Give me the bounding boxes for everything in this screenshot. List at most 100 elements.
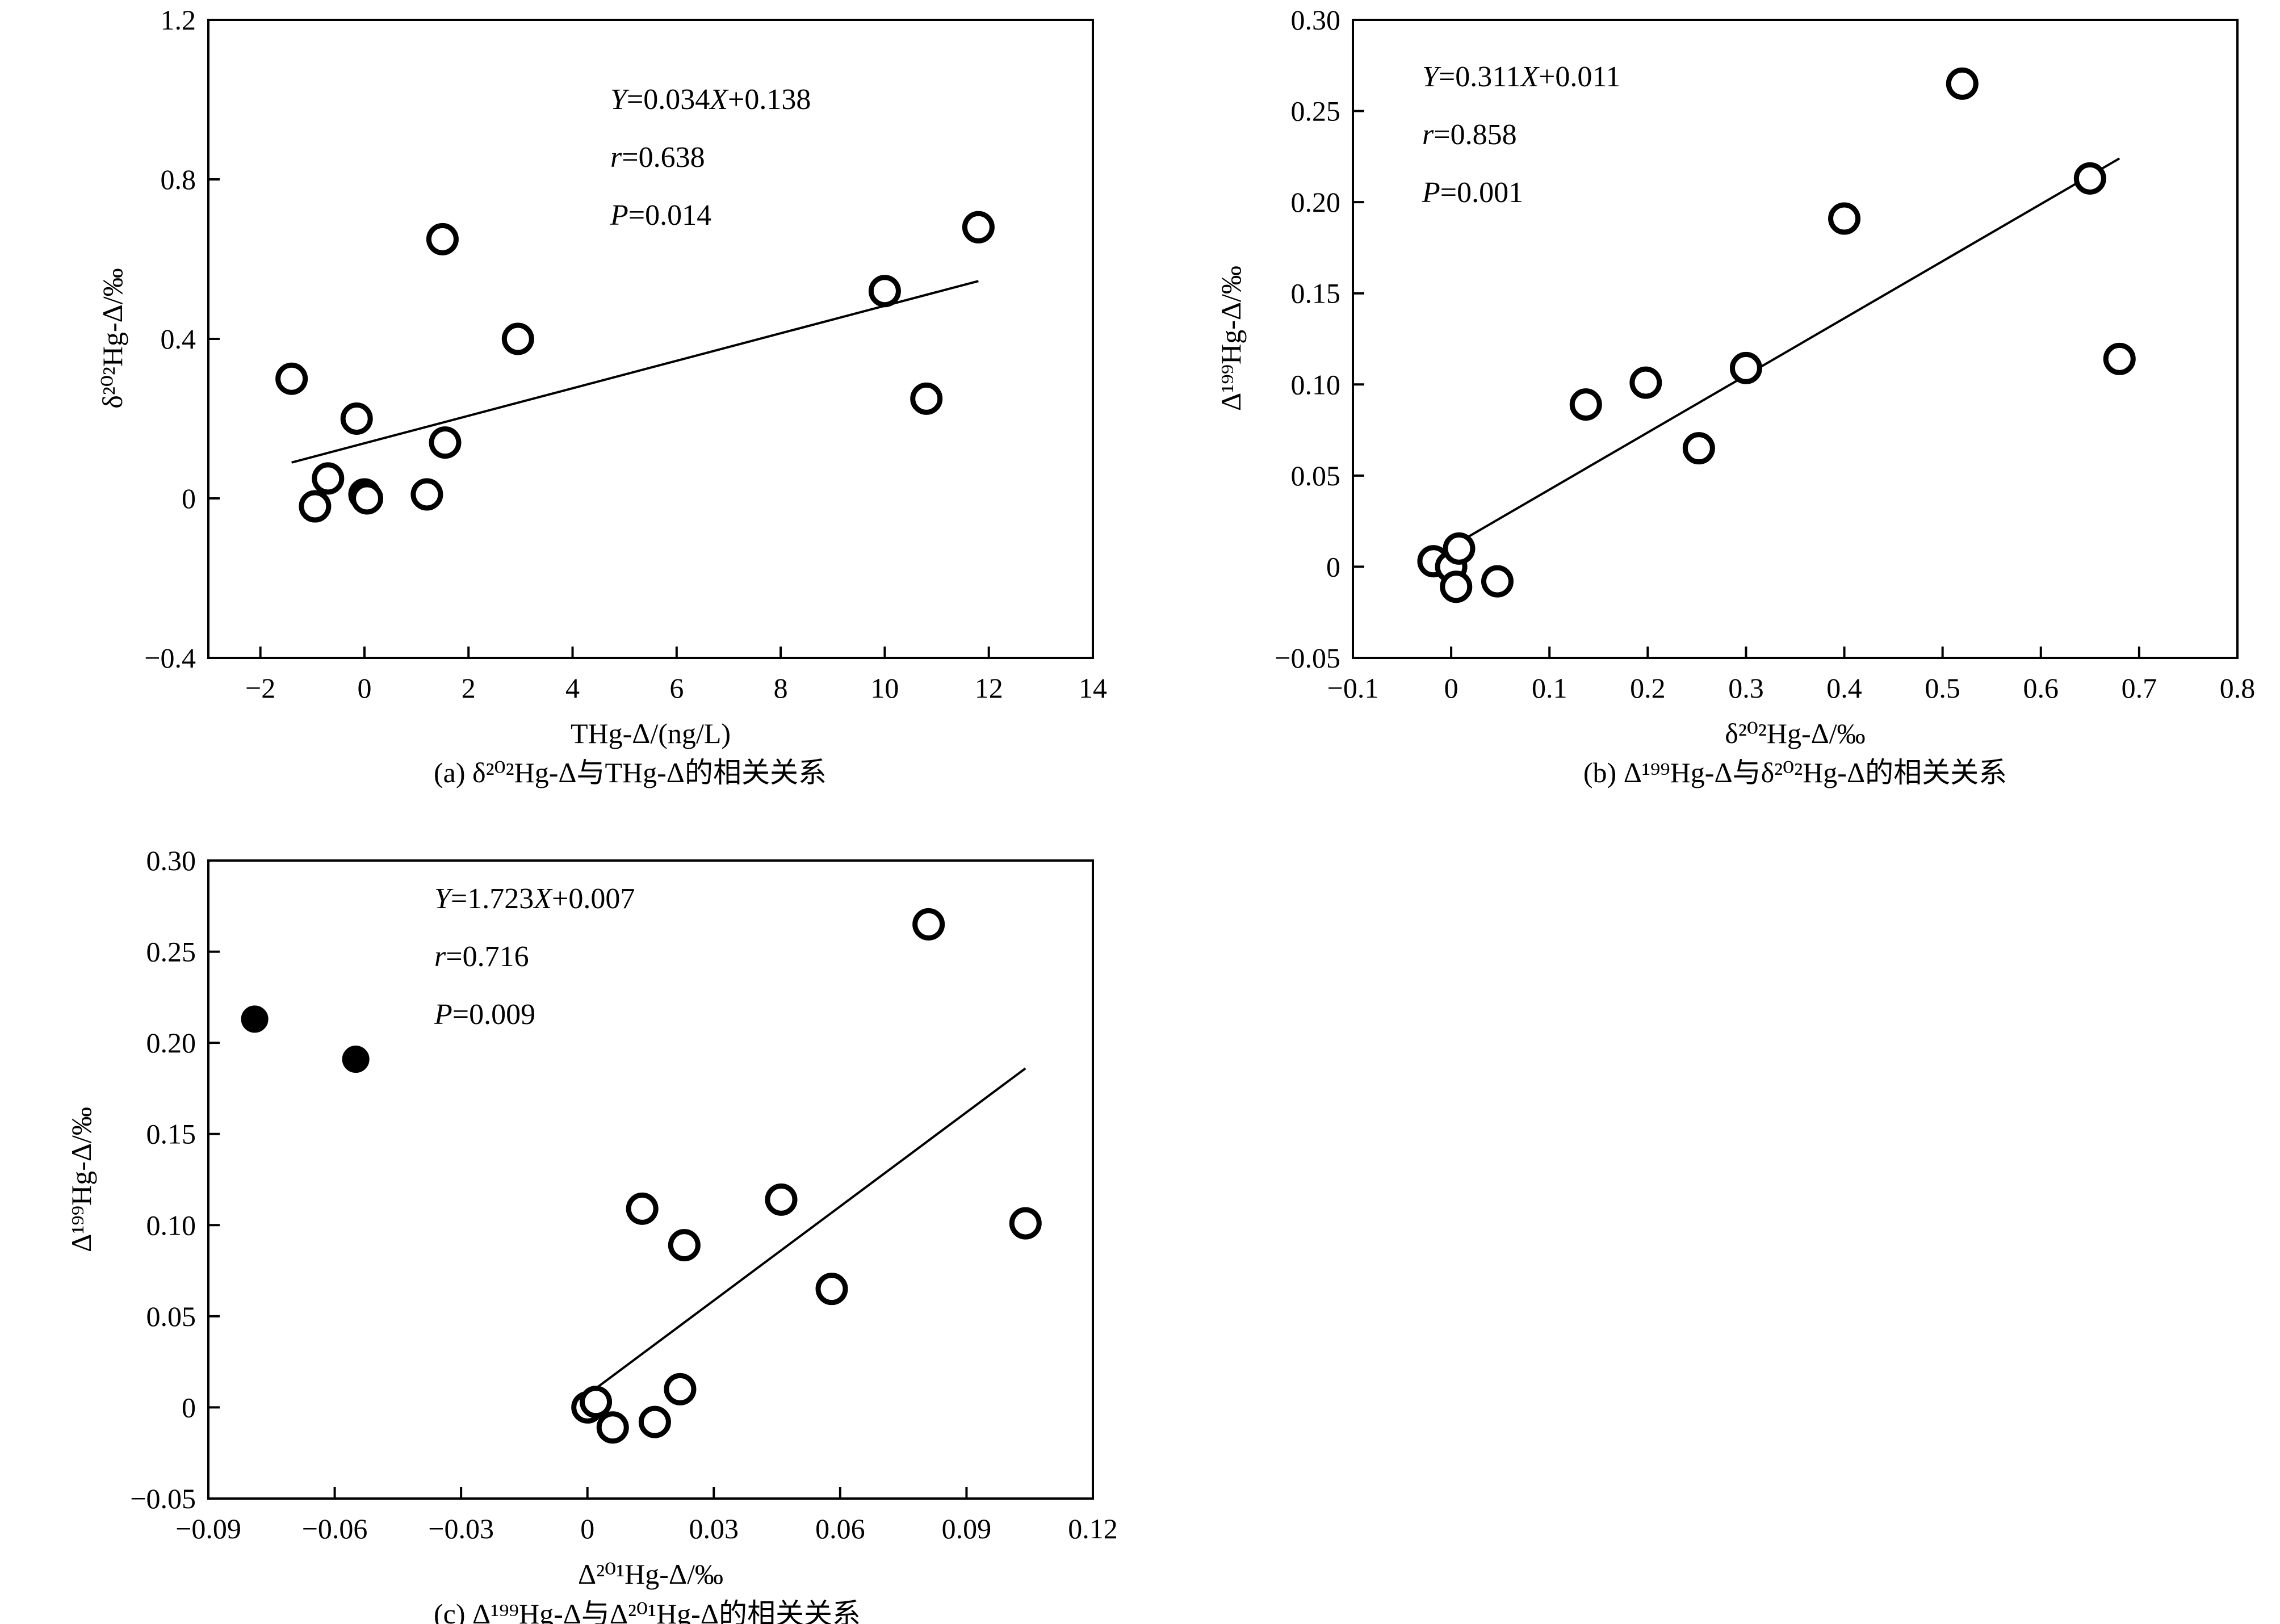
regression-annotation-a: P=0.014 xyxy=(610,199,711,232)
fit-line-b xyxy=(1451,157,2120,548)
x-tick-label-a: 12 xyxy=(975,672,1003,704)
x-tick-label-b: 0.5 xyxy=(1925,672,1960,704)
y-tick-label-c: 0 xyxy=(182,1391,196,1423)
x-axis-label-a: THg-Δ/(ng/L) xyxy=(571,717,731,749)
x-tick-label-b: 0.6 xyxy=(2023,672,2059,704)
regression-annotation-b: Y=0.311X+0.011 xyxy=(1422,61,1621,93)
open-point-c xyxy=(765,1183,798,1216)
open-point-b xyxy=(2073,162,2106,195)
x-tick-label-a: −2 xyxy=(245,672,275,704)
open-point-c xyxy=(638,1405,671,1438)
filled-point-c xyxy=(241,1005,269,1033)
regression-annotation-c: r=0.716 xyxy=(434,941,529,973)
open-point-c xyxy=(1009,1207,1042,1240)
regression-annotation-b: P=0.001 xyxy=(1422,177,1523,209)
open-point-c xyxy=(664,1373,697,1405)
open-point-a xyxy=(299,490,332,523)
panel-b: −0.1 0 0.1 0.2 0.3 0.4 0.5 0.6 0.7 0.8 −0.05 0 0.05 0… xyxy=(1215,4,2255,788)
x-tick-label-a: 6 xyxy=(669,672,684,704)
fit-line-a xyxy=(291,280,979,464)
x-tick-label-c: 0.09 xyxy=(942,1513,992,1545)
open-point-b xyxy=(1443,532,1476,565)
plot-frame-c xyxy=(207,859,1094,1500)
open-point-b xyxy=(1729,351,1762,384)
x-tick-label-b: 0 xyxy=(1444,672,1458,704)
open-point-b xyxy=(1569,388,1602,421)
regression-annotation-c: Y=1.723X+0.007 xyxy=(434,883,635,915)
x-tick-label-a: 2 xyxy=(462,672,476,704)
y-tick-label-b: 0.25 xyxy=(1291,95,1341,127)
open-point-a xyxy=(910,382,943,415)
y-tick-label-c: −0.05 xyxy=(130,1483,196,1514)
panel-caption-a: (a) δ²⁰²Hg-Δ与THg-Δ的相关关系 xyxy=(434,757,827,788)
open-point-a xyxy=(312,462,345,495)
open-point-a xyxy=(429,426,462,459)
open-point-c xyxy=(596,1411,629,1444)
x-axis-label-b: δ²⁰²Hg-Δ/‰ xyxy=(1725,717,1865,749)
x-tick-label-a: 0 xyxy=(357,672,371,704)
open-point-b xyxy=(1682,432,1715,465)
x-tick-label-c: 0 xyxy=(580,1513,594,1545)
y-tick-label-b: 0.05 xyxy=(1291,460,1341,492)
y-tick-label-b: 0 xyxy=(1326,551,1340,582)
open-point-c xyxy=(912,908,945,941)
plot-frame-b xyxy=(1352,19,2239,659)
open-point-a xyxy=(275,362,308,395)
regression-annotation-a: Y=0.034X+0.138 xyxy=(610,83,811,116)
y-tick-label-a: 0.8 xyxy=(161,163,196,195)
x-tick-label-c: 0.06 xyxy=(815,1513,865,1545)
x-tick-label-a: 10 xyxy=(870,672,899,704)
open-point-a xyxy=(501,322,534,355)
y-tick-label-a: 0.4 xyxy=(161,323,196,355)
x-tick-label-c: 0.03 xyxy=(689,1513,739,1545)
x-tick-label-b: −0.1 xyxy=(1327,672,1379,704)
x-tick-label-a: 8 xyxy=(774,672,788,704)
filled-point-c xyxy=(342,1046,370,1073)
y-tick-label-c: 0.05 xyxy=(146,1300,196,1332)
open-point-c xyxy=(626,1192,659,1225)
x-tick-label-b: 0.8 xyxy=(2220,672,2256,704)
y-tick-label-c: 0.15 xyxy=(146,1118,196,1150)
x-tick-label-a: 14 xyxy=(1079,672,1107,704)
x-tick-label-c: −0.03 xyxy=(428,1513,494,1545)
open-point-a xyxy=(340,402,373,435)
open-point-a xyxy=(962,211,995,244)
x-axis-label-c: Δ²⁰¹Hg-Δ/‰ xyxy=(578,1558,723,1590)
y-tick-label-a: 1.2 xyxy=(161,4,196,36)
open-point-b xyxy=(1828,202,1861,235)
x-tick-label-c: −0.09 xyxy=(175,1513,241,1545)
x-tick-label-c: 0.12 xyxy=(1068,1513,1118,1545)
regression-annotation-a: r=0.638 xyxy=(610,141,705,174)
panel-a: −2 0 2 4 6 8 10 12 14 −0.4 0 0.4 0.8 1.2 THg-Δ/(ng/L) δ… xyxy=(97,4,1107,788)
y-axis-label-a: δ²⁰²Hg-Δ/‰ xyxy=(97,268,128,408)
y-tick-label-b: 0.15 xyxy=(1291,278,1341,309)
x-tick-label-b: 0.2 xyxy=(1630,672,1666,704)
y-axis-label-b: Δ¹⁹⁹Hg-Δ/‰ xyxy=(1215,266,1247,411)
open-point-b xyxy=(1946,67,1979,100)
x-tick-label-b: 0.1 xyxy=(1532,672,1568,704)
y-tick-label-b: 0.10 xyxy=(1291,368,1341,400)
x-tick-label-c: −0.06 xyxy=(302,1513,368,1545)
x-tick-label-a: 4 xyxy=(565,672,580,704)
open-point-a xyxy=(410,478,443,511)
open-point-b xyxy=(1481,565,1514,598)
y-tick-label-c: 0.20 xyxy=(146,1027,196,1059)
open-point-b xyxy=(1440,570,1473,603)
x-tick-label-b: 0.7 xyxy=(2122,672,2157,704)
open-point-a xyxy=(351,482,384,515)
open-point-a xyxy=(868,275,901,308)
y-axis-label-c: Δ¹⁹⁹Hg-Δ/‰ xyxy=(65,1107,97,1252)
open-point-c xyxy=(580,1386,613,1419)
y-tick-label-a: −0.4 xyxy=(144,642,196,674)
open-point-b xyxy=(2103,342,2136,375)
regression-annotation-c: P=0.009 xyxy=(434,998,535,1031)
y-tick-label-c: 0.30 xyxy=(146,845,196,876)
open-point-c xyxy=(815,1273,848,1306)
y-tick-label-b: −0.05 xyxy=(1275,642,1340,674)
open-point-c xyxy=(668,1229,701,1262)
y-tick-label-b: 0.30 xyxy=(1291,4,1341,36)
fit-line-c xyxy=(586,1067,1026,1396)
open-point-a xyxy=(426,223,459,255)
y-tick-label-a: 0 xyxy=(182,482,196,514)
